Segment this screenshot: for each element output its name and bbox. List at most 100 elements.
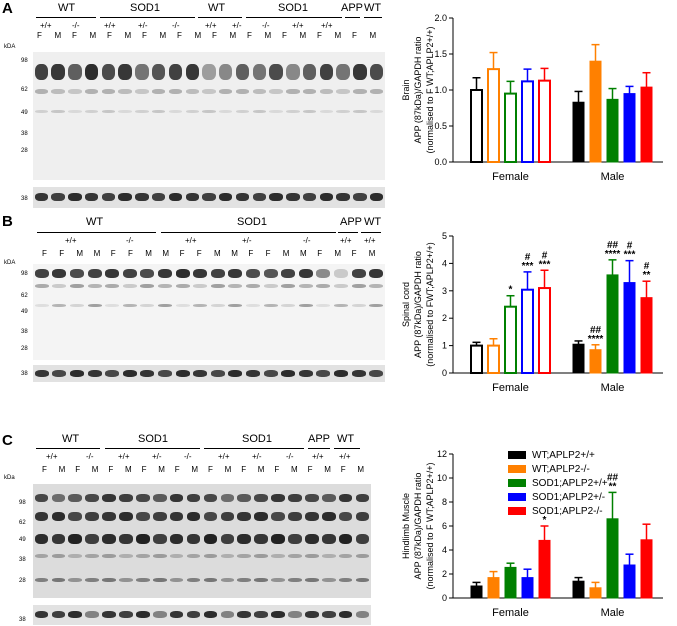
genotype-label: -/- [126,236,134,245]
blot-band [305,578,319,582]
sex-label: M [214,249,221,258]
blot-band [333,370,349,377]
blot-band [52,304,67,307]
blot-band [298,269,313,278]
sex-label: M [299,31,307,40]
genotype-label: +/+ [321,21,333,30]
sex-label: M [224,465,232,474]
blot-band [302,193,317,201]
legend-label: WT;APLP2+/+ [532,450,595,461]
y-axis-label-2: (normalised to F WT;APLP2+/+) [425,462,435,589]
blot-band [85,611,99,618]
group-bracket [37,232,156,233]
sex-label: M [191,465,199,474]
sex-label: F [212,31,217,40]
blot-band [186,554,201,558]
blot-band [219,193,233,201]
blot-band [118,193,132,201]
legend-item: WT;APLP2-/- [508,464,658,478]
group-bracket [36,448,100,449]
blot-band [87,284,102,288]
bar [589,60,602,163]
sex-label: F [174,465,180,474]
bar [470,89,483,163]
hindlimb-muscle-bar-chart: 0 2 4 6 8 10 12 Hindlimb Muscle APP (87kDa)/GAPD… [401,449,663,619]
group-bracket [100,17,195,18]
blot-band [269,193,283,201]
bar [623,93,636,163]
blot-band [34,284,49,288]
blot-band [186,578,201,582]
blot-band [119,512,133,521]
blot-band [353,89,367,94]
blot-band [34,64,49,80]
bar [538,539,551,599]
bar [606,518,619,599]
blot-band [338,494,353,502]
blot-band [34,370,49,377]
blot-band [302,89,317,94]
blot-band [51,534,66,544]
blot-band [119,611,133,618]
y-tick-label: 6 [442,521,447,531]
blot-band [186,512,201,521]
blot-band [34,193,49,201]
bar [640,86,653,163]
blot-band [202,89,216,94]
blot-band [288,554,302,558]
blot-band [369,193,384,201]
blot-band [319,89,334,94]
significance-label: ** [643,270,651,281]
blot-band [202,110,216,113]
blot-band [135,193,149,201]
blot-band [254,534,268,544]
bar [572,343,585,374]
blot-band [169,611,184,618]
blot-band [136,554,150,558]
kda-label: kDA [4,44,16,50]
blot-band [288,494,302,502]
y-axis-label: APP (87kDa)/GAPDH ratio [413,473,423,580]
blot-band [355,611,370,618]
blot-band [157,304,173,307]
blot-band [237,578,251,582]
blot-band [34,578,49,582]
blot-band [298,370,313,377]
genotype-label: +/+ [292,21,304,30]
y-tick-label: 0 [442,593,447,603]
blot-band [252,110,266,113]
blot-band [152,193,166,201]
blot-band [135,64,149,80]
sex-label: F [265,249,271,258]
blot-band [369,89,384,94]
blot-band [101,193,116,201]
blot-band [203,611,218,618]
blot-band [119,494,133,502]
panel-letter-c: C [2,432,13,449]
group-bracket [308,448,330,449]
blot-band [34,110,49,113]
blot-band [175,370,190,377]
blot-band [51,611,66,618]
blot-band [286,64,300,80]
blot-band [102,534,116,544]
legend-swatch [508,451,526,460]
blot-band [288,611,302,618]
bar [538,287,551,374]
blot-band [351,269,366,278]
blot-band [118,64,132,80]
blot-band [193,284,208,288]
blot-band [157,370,173,377]
western-blot-app [33,264,385,360]
blot-band [210,304,225,307]
blot-band [102,494,116,502]
blot-band [119,578,133,582]
sex-label: F [128,249,133,258]
group-label: WT [364,2,382,14]
blot-band [52,284,67,288]
y-tick-label: 5 [442,231,447,241]
blot-band [305,554,319,558]
blot-band [333,284,349,288]
blot-band [269,64,283,80]
blot-band [169,512,184,521]
